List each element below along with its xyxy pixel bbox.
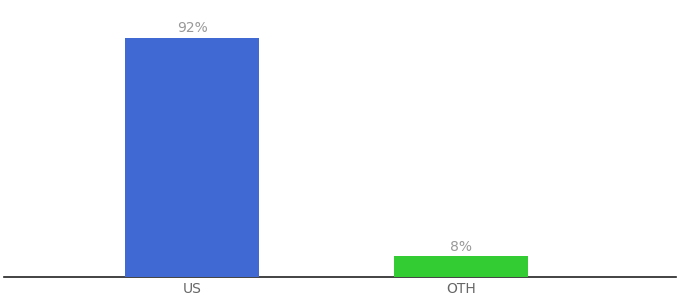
Text: 8%: 8%	[450, 240, 472, 254]
Bar	[125, 38, 259, 277]
Text: 92%: 92%	[177, 21, 207, 35]
Bar	[394, 256, 528, 277]
